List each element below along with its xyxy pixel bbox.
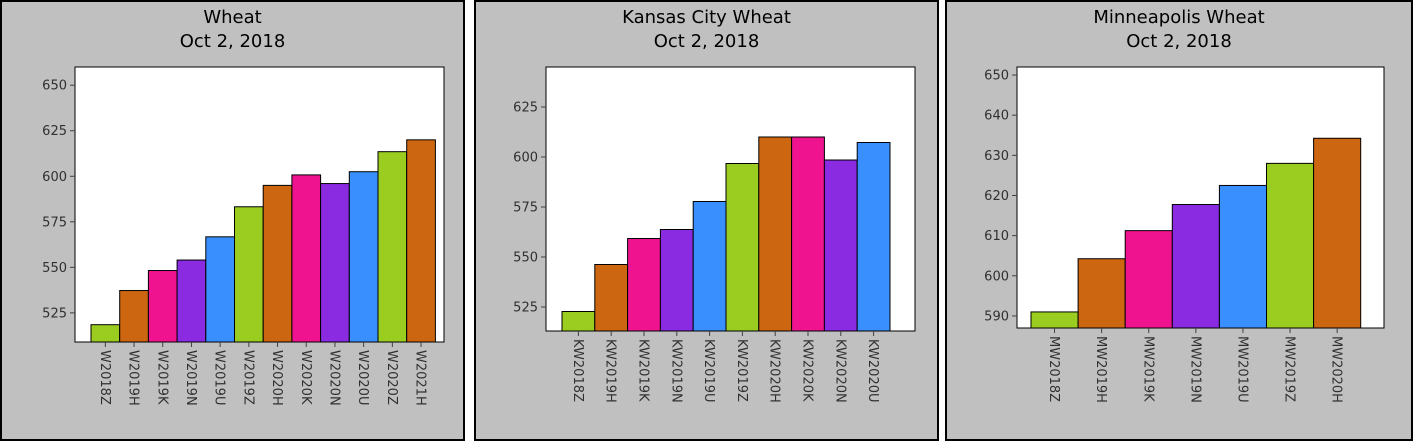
bar-mw2019n (1171, 204, 1220, 329)
y-tick-label: 610 (984, 229, 1009, 244)
x-tick-label: KW2019N (668, 339, 683, 403)
bar-w2019h (119, 290, 149, 343)
bar-kw2020u (856, 142, 891, 332)
bar-w2018z (90, 324, 121, 343)
chart-svg-kansas-city-wheat: Kansas City Wheat Oct 2, 2018 525 550 575 600… (513, 7, 916, 403)
chart-svg-minneapolis-wheat: Minneapolis Wheat Oct 2, 2018 590 600 610 620… (984, 7, 1385, 403)
y-tick-label: 575 (513, 201, 538, 216)
x-tick-label: W2020Z (384, 350, 399, 405)
bar-w2020u (348, 171, 379, 343)
y-tick-label: 630 (984, 149, 1009, 164)
bar-w2020z (377, 151, 408, 343)
bar-w2020n (320, 183, 350, 343)
chart-panel-minneapolis-wheat: Minneapolis Wheat Oct 2, 2018 590 600 610 620… (945, 0, 1413, 441)
x-tick-label: MW2019Z (1282, 336, 1297, 402)
y-tick-label: 550 (513, 251, 538, 266)
x-tick-label: KW2019K (636, 339, 651, 402)
bar-mw2020h (1313, 137, 1362, 329)
y-tick-label: 525 (513, 301, 538, 316)
y-tick-label: 620 (984, 189, 1009, 204)
x-tick-label: KW2020K (800, 339, 815, 402)
y-tick-label: 640 (984, 109, 1009, 124)
x-tick-label: W2020H (269, 350, 284, 406)
y-tick-label: 600 (513, 151, 538, 166)
x-tick-label: W2018Z (97, 350, 112, 405)
y-tick-label: 650 (42, 79, 67, 94)
x-tick-label: MW2018Z (1046, 336, 1061, 402)
bar-mw2019z (1266, 162, 1315, 329)
x-tick-label: W2021H (413, 350, 428, 406)
bar-w2019u (205, 236, 236, 343)
x-tick-label: W2019H (126, 350, 141, 406)
bar-w2019z (234, 206, 264, 343)
chart-svg-wheat: Wheat Oct 2, 2018 525 550 575 600 625 650 W2018Z… (42, 7, 445, 406)
chart-title: Wheat (203, 7, 261, 28)
y-tick-label: 575 (42, 215, 67, 230)
y-tick-label: 550 (42, 261, 67, 276)
x-tick-label: W2019K (154, 350, 169, 405)
x-tick-label: MW2019U (1234, 336, 1249, 403)
bar-w2019k (147, 270, 178, 343)
bar-w2020h (262, 184, 293, 343)
chart-panel-kansas-city-wheat: Kansas City Wheat Oct 2, 2018 525 550 575 600… (474, 0, 939, 441)
chart-subtitle: Oct 2, 2018 (654, 31, 760, 52)
x-tick-label: MW2019K (1140, 336, 1155, 402)
bar-mw2018z (1030, 311, 1079, 329)
bar-kw2019h (594, 264, 629, 332)
y-tick-label: 590 (984, 309, 1009, 324)
chart-subtitle: Oct 2, 2018 (180, 31, 286, 52)
x-tick-label: W2019Z (240, 350, 255, 405)
y-tick-label: 625 (42, 124, 67, 139)
x-tick-label: W2019U (212, 350, 227, 405)
x-tick-label: KW2020N (832, 339, 847, 403)
x-tick-label: KW2019H (603, 339, 618, 403)
x-tick-label: W2020U (355, 350, 370, 405)
chart-title: Kansas City Wheat (622, 7, 791, 28)
x-tick-label: KW2018Z (570, 339, 585, 402)
bar-kw2018z (561, 311, 596, 332)
x-tick-label: KW2019U (701, 339, 716, 403)
x-tick-label: MW2019N (1187, 336, 1202, 403)
bar-kw2020n (823, 159, 858, 332)
x-tick-label: KW2020U (865, 339, 880, 403)
bar-kw2020h (758, 136, 793, 332)
x-tick-label: W2020N (326, 350, 341, 406)
x-tick-label: KW2020H (767, 339, 782, 403)
bar-kw2019z (725, 163, 760, 332)
x-tick-label: KW2019Z (734, 339, 749, 402)
chart-title: Minneapolis Wheat (1093, 7, 1264, 28)
bar-kw2019k (627, 238, 661, 332)
chart-panel-wheat: Wheat Oct 2, 2018 525 550 575 600 625 650 W2018Z… (0, 0, 465, 441)
bar-kw2020k (791, 136, 825, 332)
bar-w2021h (406, 139, 436, 343)
bar-mw2019h (1077, 258, 1126, 329)
y-tick-label: 525 (42, 306, 67, 321)
x-tick-label: MW2019H (1093, 336, 1108, 403)
bar-mw2019u (1218, 184, 1267, 329)
x-tick-label: MW2020H (1329, 336, 1344, 403)
bar-w2019n (176, 259, 207, 343)
chart-subtitle: Oct 2, 2018 (1126, 31, 1232, 52)
bar-mw2019k (1124, 230, 1173, 329)
x-tick-label: W2019N (183, 350, 198, 406)
y-tick-label: 600 (984, 269, 1009, 284)
bar-w2020k (291, 174, 322, 343)
x-tick-label: W2020K (298, 350, 313, 405)
bar-kw2019u (692, 201, 727, 332)
y-tick-label: 600 (42, 170, 67, 185)
y-tick-label: 650 (984, 69, 1009, 84)
bar-kw2019n (659, 229, 694, 332)
y-tick-label: 625 (513, 101, 538, 116)
